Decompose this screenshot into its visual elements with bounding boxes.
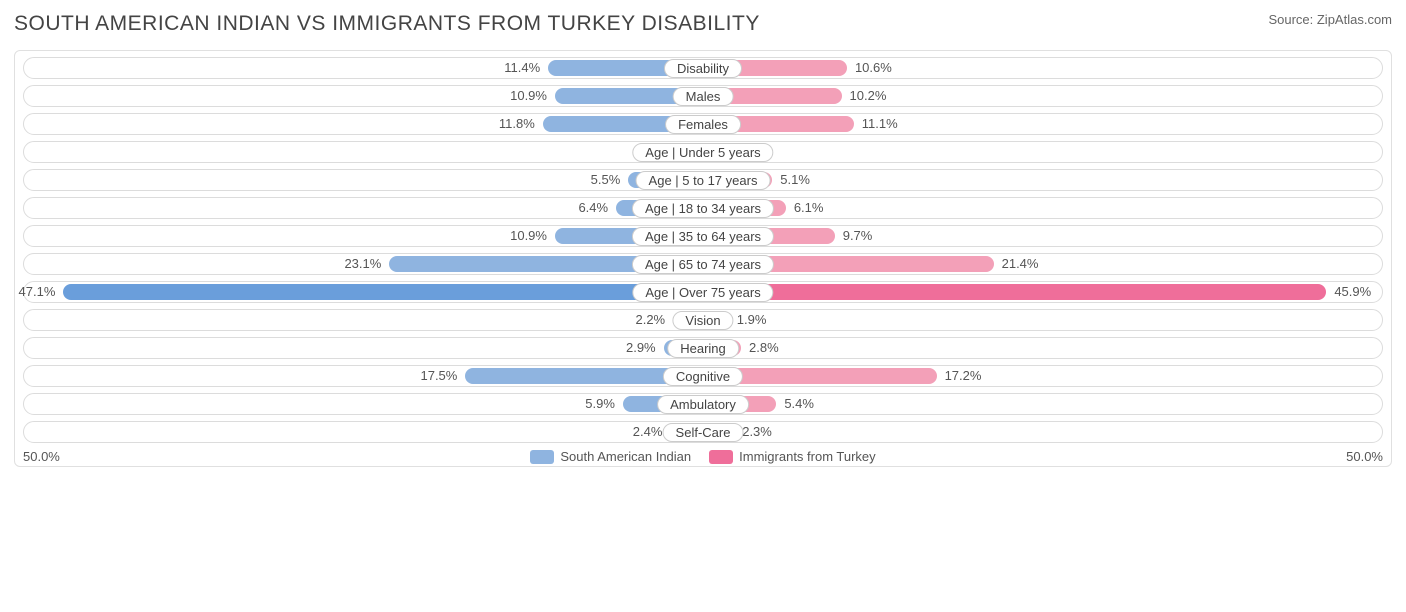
row-track: 2.2% 1.9% Vision [23, 309, 1383, 331]
value-label-right: 45.9% [1334, 284, 1371, 299]
legend-swatch-left [530, 450, 554, 464]
chart-row: 5.5% 5.1% Age | 5 to 17 years [23, 169, 1383, 191]
bar-left [63, 284, 703, 300]
chart-row: 11.8% 11.1% Females [23, 113, 1383, 135]
value-label-left: 10.9% [510, 228, 547, 243]
value-label-right: 21.4% [1002, 256, 1039, 271]
value-label-left: 2.9% [626, 340, 656, 355]
value-label-right: 17.2% [945, 368, 982, 383]
chart-area: 11.4% 10.6% Disability 10.9% 10.2% Males 11.8%… [14, 50, 1392, 467]
legend: South American Indian Immigrants from Tu… [530, 449, 875, 464]
category-pill: Age | 35 to 64 years [632, 227, 774, 246]
axis-right-max: 50.0% [1346, 449, 1383, 464]
value-label-left: 6.4% [578, 200, 608, 215]
value-label-right: 10.2% [850, 88, 887, 103]
chart-row: 47.1%45.9%Age | Over 75 years [23, 281, 1383, 303]
chart-row: 6.4% 6.1% Age | 18 to 34 years [23, 197, 1383, 219]
category-pill: Age | 5 to 17 years [636, 171, 771, 190]
value-label-left: 11.8% [499, 116, 535, 131]
source-attribution: Source: ZipAtlas.com [1268, 12, 1392, 27]
value-label-right: 5.4% [784, 396, 814, 411]
chart-row: 10.9% 9.7% Age | 35 to 64 years [23, 225, 1383, 247]
chart-footer: 50.0% South American Indian Immigrants f… [23, 449, 1383, 464]
chart-row: 2.4% 2.3%Self-Care [23, 421, 1383, 443]
category-pill: Age | 18 to 34 years [632, 199, 774, 218]
value-label-right: 5.1% [780, 172, 810, 187]
value-label-right: 2.8% [749, 340, 779, 355]
bar-right [703, 284, 1326, 300]
value-label-right: 10.6% [855, 60, 892, 75]
row-track: 47.1%45.9%Age | Over 75 years [23, 281, 1383, 303]
row-track: 11.8% 11.1% Females [23, 113, 1383, 135]
category-pill: Age | Under 5 years [632, 143, 773, 162]
value-label-left: 23.1% [344, 256, 381, 271]
chart-row: 17.5% 17.2% Cognitive [23, 365, 1383, 387]
legend-swatch-right [709, 450, 733, 464]
value-label-left: 47.1% [19, 284, 56, 299]
row-track: 6.4% 6.1% Age | 18 to 34 years [23, 197, 1383, 219]
row-track: 17.5% 17.2% Cognitive [23, 365, 1383, 387]
category-pill: Females [665, 115, 741, 134]
chart-row: 5.9% 5.4% Ambulatory [23, 393, 1383, 415]
chart-row: 2.9% 2.8% Hearing [23, 337, 1383, 359]
value-label-left: 17.5% [420, 368, 457, 383]
rows-container: 11.4% 10.6% Disability 10.9% 10.2% Males 11.8%… [23, 57, 1383, 443]
row-track: 11.4% 10.6% Disability [23, 57, 1383, 79]
category-pill: Ambulatory [657, 395, 749, 414]
legend-label-left: South American Indian [560, 449, 691, 464]
category-pill: Vision [672, 311, 733, 330]
row-track: 1.3%1.1%Age | Under 5 years [23, 141, 1383, 163]
row-track: 5.5% 5.1% Age | 5 to 17 years [23, 169, 1383, 191]
category-pill: Males [673, 87, 734, 106]
chart-row: 23.1% 21.4% Age | 65 to 74 years [23, 253, 1383, 275]
row-track: 23.1% 21.4% Age | 65 to 74 years [23, 253, 1383, 275]
value-label-left: 11.4% [504, 60, 540, 75]
value-label-left: 5.9% [585, 396, 615, 411]
category-pill: Age | 65 to 74 years [632, 255, 774, 274]
row-track: 2.9% 2.8% Hearing [23, 337, 1383, 359]
value-label-right: 6.1% [794, 200, 824, 215]
category-pill: Cognitive [663, 367, 743, 386]
chart-row: 1.3%1.1%Age | Under 5 years [23, 141, 1383, 163]
legend-label-right: Immigrants from Turkey [739, 449, 876, 464]
category-pill: Hearing [667, 339, 739, 358]
axis-left-max: 50.0% [23, 449, 60, 464]
category-pill: Self-Care [663, 423, 744, 442]
category-pill: Disability [664, 59, 742, 78]
row-track: 5.9% 5.4% Ambulatory [23, 393, 1383, 415]
value-label-left: 2.4% [633, 424, 663, 439]
value-label-right: 1.9% [737, 312, 767, 327]
category-pill: Age | Over 75 years [632, 283, 773, 302]
row-track: 2.4% 2.3%Self-Care [23, 421, 1383, 443]
chart-row: 2.2% 1.9% Vision [23, 309, 1383, 331]
chart-row: 10.9% 10.2% Males [23, 85, 1383, 107]
chart-row: 11.4% 10.6% Disability [23, 57, 1383, 79]
value-label-left: 2.2% [635, 312, 665, 327]
value-label-right: 2.3% [742, 424, 772, 439]
legend-item-left: South American Indian [530, 449, 691, 464]
legend-item-right: Immigrants from Turkey [709, 449, 876, 464]
value-label-left: 10.9% [510, 88, 547, 103]
value-label-right: 11.1% [862, 116, 898, 131]
value-label-right: 9.7% [843, 228, 873, 243]
row-track: 10.9% 9.7% Age | 35 to 64 years [23, 225, 1383, 247]
chart-title: SOUTH AMERICAN INDIAN VS IMMIGRANTS FROM… [14, 12, 760, 36]
value-label-left: 5.5% [591, 172, 621, 187]
row-track: 10.9% 10.2% Males [23, 85, 1383, 107]
